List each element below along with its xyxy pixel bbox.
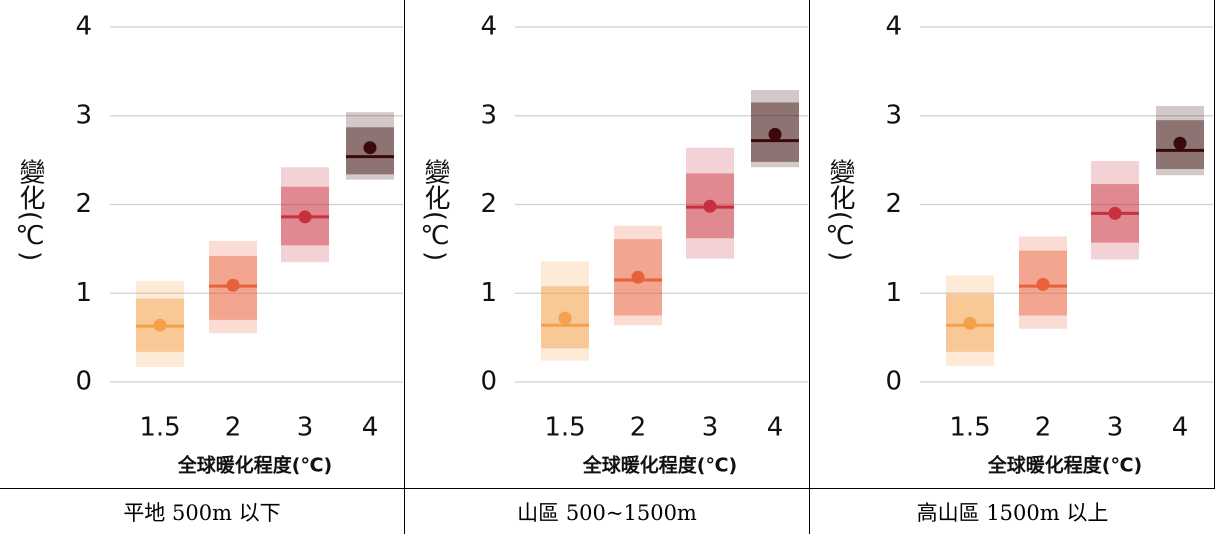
- x-tick-label: 3: [1107, 413, 1124, 443]
- y-tick-label: 4: [480, 12, 497, 42]
- mean-dot: [226, 278, 240, 292]
- y-axis-label: 變化(℃): [825, 159, 855, 261]
- x-tick-label: 1.5: [139, 413, 180, 443]
- mean-dot: [768, 127, 782, 141]
- y-tick-label: 0: [885, 367, 902, 397]
- y-tick-label: 2: [885, 189, 902, 219]
- x-axis-label: 全球暖化程度(℃): [177, 454, 332, 477]
- panel: 0 1 2 3 4 變化(℃) 全球暖化程度(℃) 1.5 2 3 4: [0, 0, 405, 488]
- x-tick-label: 4: [1172, 413, 1189, 443]
- x-axis-label: 全球暖化程度(℃): [987, 454, 1142, 477]
- y-tick-label: 1: [75, 278, 92, 308]
- y-tick-label: 0: [480, 367, 497, 397]
- y-tick-label: 3: [885, 100, 902, 130]
- x-tick-label: 2: [630, 413, 647, 443]
- mean-dot: [963, 316, 977, 330]
- x-tick-label: 4: [362, 413, 379, 443]
- x-tick-label: 2: [1035, 413, 1052, 443]
- y-tick-label: 0: [75, 367, 92, 397]
- chart: 0 1 2 3 4 變化(℃) 全球暖化程度(℃) 1.5 2 3 4: [15, 12, 403, 477]
- x-tick-label: 2: [225, 413, 242, 443]
- panel: 0 1 2 3 4 變化(℃) 全球暖化程度(℃) 1.5 2 3 4: [405, 0, 810, 488]
- chart: 0 1 2 3 4 變化(℃) 全球暖化程度(℃) 1.5 2 3 4: [825, 12, 1213, 477]
- y-tick-label: 1: [480, 278, 497, 308]
- mean-dot: [363, 141, 377, 155]
- caption: 山區 500~1500m: [405, 488, 810, 534]
- mean-dot: [631, 270, 645, 284]
- x-tick-label: 3: [297, 413, 314, 443]
- mean-dot: [703, 199, 717, 213]
- y-tick-label: 3: [75, 100, 92, 130]
- x-tick-label: 1.5: [949, 413, 990, 443]
- caption: 平地 500m 以下: [0, 488, 405, 534]
- mean-dot: [558, 311, 572, 325]
- y-axis-label: 變化(℃): [15, 159, 45, 261]
- x-axis-label: 全球暖化程度(℃): [582, 454, 737, 477]
- x-tick-label: 1.5: [544, 413, 585, 443]
- y-tick-label: 4: [75, 12, 92, 42]
- y-tick-label: 2: [75, 189, 92, 219]
- y-axis-label: 變化(℃): [420, 159, 450, 261]
- mean-dot: [1108, 206, 1122, 220]
- mean-dot: [298, 210, 312, 224]
- chart: 0 1 2 3 4 變化(℃) 全球暖化程度(℃) 1.5 2 3 4: [420, 12, 808, 477]
- mean-dot: [1036, 277, 1050, 291]
- mean-dot: [153, 318, 167, 332]
- outer-range: [541, 261, 589, 361]
- x-tick-label: 3: [702, 413, 719, 443]
- y-tick-label: 2: [480, 189, 497, 219]
- x-tick-label: 4: [767, 413, 784, 443]
- y-tick-label: 1: [885, 278, 902, 308]
- caption: 高山區 1500m 以上: [810, 488, 1215, 534]
- y-tick-label: 4: [885, 12, 902, 42]
- mean-dot: [1173, 136, 1187, 150]
- y-tick-label: 3: [480, 100, 497, 130]
- panel: 0 1 2 3 4 變化(℃) 全球暖化程度(℃) 1.5 2 3 4: [810, 0, 1215, 488]
